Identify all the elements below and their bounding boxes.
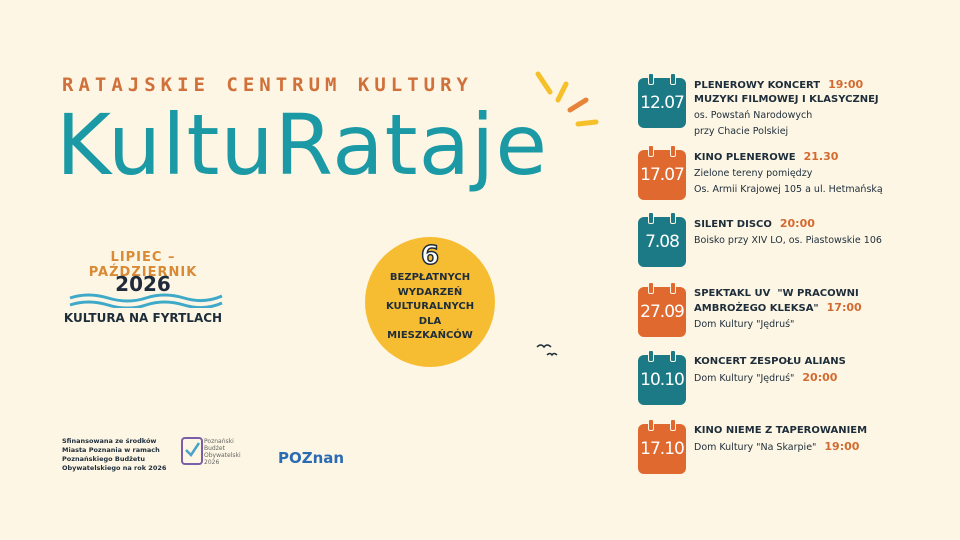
city-logo: POZnan [278, 449, 345, 467]
event-time: 20:00 [802, 371, 838, 384]
calendar-icon: 17.07 [638, 145, 686, 200]
event-place: przy Chacie Polskiej [694, 126, 789, 137]
sun-rays [535, 71, 599, 127]
event-place-line: Dom Kultury "Jędruś" 20:00 [694, 371, 934, 386]
badge-line: BEZPŁATNYCH [389, 272, 471, 283]
funding-line: Sfinansowana ze środków [62, 437, 157, 445]
event-place: Os. Armii Krajowej 105 a ul. Hetmańską [694, 184, 883, 195]
pbo-line: 2026 [204, 459, 220, 466]
calendar-icon: 17.10 [638, 419, 686, 474]
season-months: LIPIEC – PAŹDZIERNIK [88, 250, 198, 280]
event-title: AMBROŻEGO KLEKSA" [694, 303, 819, 314]
event-text: SILENT DISCO 20:00 Boisko przy XIV LO, os.… [694, 217, 934, 248]
event-time: 19:00 [824, 440, 860, 453]
event-place-line: Dom Kultury "Na Skarpie" 19:00 [694, 440, 934, 455]
event-time: 17:00 [826, 301, 862, 314]
event-time: 21.30 [803, 150, 839, 163]
event-title-line: KONCERT ZESPOŁU ALIANS [694, 355, 934, 369]
event-place-line: przy Chacie Polskiej [694, 125, 934, 139]
calendar-icon: 12.07 [638, 73, 686, 128]
badge-line: WYDARZEŃ [397, 286, 463, 298]
event-place: Dom Kultury "Jędruś" [694, 373, 795, 384]
event-title: MUZYKI FILMOWEJ I KLASYCZNEJ [694, 94, 879, 105]
event-place-line: Dom Kultury "Jędruś" [694, 318, 934, 332]
badge-number: 6 [420, 240, 440, 272]
calendar-icon: 7.08 [638, 212, 686, 267]
event-text: KONCERT ZESPOŁU ALIANS Dom Kultury "Jędru… [694, 355, 934, 386]
event-place-line: Os. Armii Krajowej 105 a ul. Hetmańską [694, 183, 934, 197]
event-place: Dom Kultury "Na Skarpie" [694, 442, 817, 453]
season-year: 2026 [115, 272, 171, 296]
pbo-logo: Poznański Budżet Obywatelski 2026 [204, 438, 241, 466]
event-title-line: KINO NIEME Z TAPEROWANIEM [694, 424, 934, 438]
subtitle: RATAJSKIE CENTRUM KULTURY [62, 74, 473, 96]
event-title: PLENEROWY KONCERT [694, 80, 821, 91]
pbo-icon [181, 437, 203, 465]
event-title-line: AMBROŻEGO KLEKSA" 17:00 [694, 301, 934, 316]
event-title: KINO NIEME Z TAPEROWANIEM [694, 425, 868, 436]
title: KultuRataje [56, 96, 549, 194]
event-text: SPEKTAKL UV "W PRACOWNI AMBROŻEGO KLEKSA"… [694, 287, 934, 332]
pbo-line: Budżet [204, 445, 225, 452]
event-title-line: PLENEROWY KONCERT 19:00 [694, 78, 934, 93]
calendar-icon: 10.10 [638, 350, 686, 405]
event-title-line: SILENT DISCO 20:00 [694, 217, 934, 232]
event-place-line: os. Powstań Narodowych [694, 109, 934, 123]
pbo-line: Poznański [204, 438, 234, 445]
event-text: KINO PLENEROWE 21.30 Zielone tereny pomięd… [694, 150, 934, 197]
badge: 6 BEZPŁATNYCH WYDARZEŃ KULTURALNYCH DLA MIESZ… [365, 237, 495, 367]
event-text: PLENEROWY KONCERT 19:00 MUZYKI FILMOWEJ I … [694, 78, 934, 139]
event-place-line: Zielone tereny pomiędzy [694, 167, 934, 181]
event-title: SILENT DISCO [694, 219, 772, 230]
event-title: KINO PLENEROWE [694, 152, 796, 163]
event-place: Zielone tereny pomiędzy [694, 168, 813, 179]
wave [69, 293, 223, 308]
badge-line: MIESZKAŃCÓW [387, 330, 473, 341]
funding-note: Sfinansowana ze środków Miasta Poznania w… [62, 437, 166, 473]
event-place-line: Boisko przy XIV LO, os. Piastowskie 106 [694, 234, 934, 248]
event-title: SPEKTAKL UV "W PRACOWNI [694, 288, 859, 299]
event-place: Boisko przy XIV LO, os. Piastowskie 106 [694, 235, 882, 246]
badge-line: KULTURALNYCH [385, 301, 475, 312]
badge-line: DLA [418, 315, 442, 327]
pbo-line: Obywatelski [204, 452, 241, 459]
calendar-icon: 27.09 [638, 282, 686, 337]
season-tagline: KULTURA NA FYRTLACH [63, 311, 223, 325]
event-time: 20:00 [779, 217, 815, 230]
event-place: os. Powstań Narodowych [694, 110, 813, 121]
event-title: KONCERT ZESPOŁU ALIANS [694, 356, 846, 367]
birds [536, 344, 558, 357]
funding-line: Obywatelskiego na rok 2026 [62, 464, 167, 472]
event-text: KINO NIEME Z TAPEROWANIEM Dom Kultury "Na… [694, 424, 934, 455]
event-title-line: MUZYKI FILMOWEJ I KLASYCZNEJ [694, 93, 934, 107]
event-title-line: SPEKTAKL UV "W PRACOWNI [694, 287, 934, 301]
funding-line: Poznańskiego Budżetu [62, 455, 146, 463]
event-place: Dom Kultury "Jędruś" [694, 319, 795, 330]
funding-line: Miasta Poznania w ramach [62, 446, 160, 454]
event-time: 19:00 [828, 78, 864, 91]
event-title-line: KINO PLENEROWE 21.30 [694, 150, 934, 165]
